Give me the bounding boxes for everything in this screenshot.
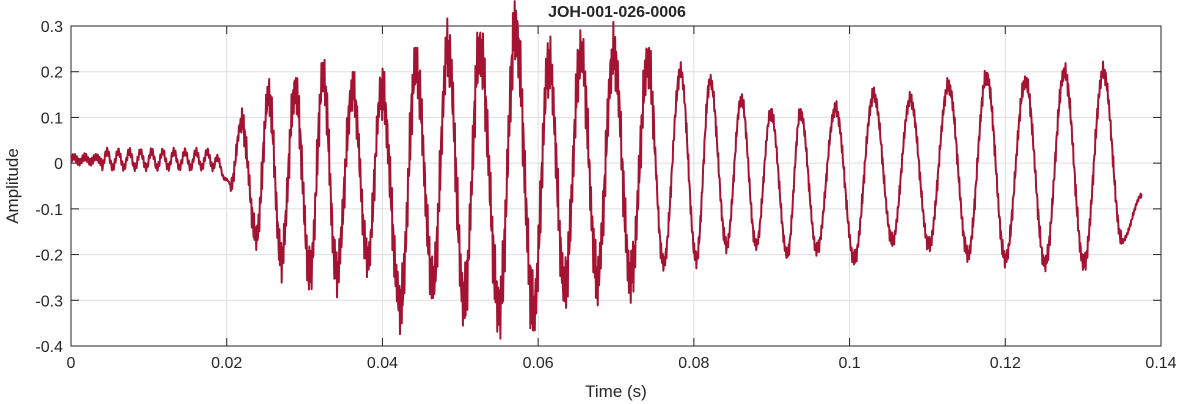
series-line <box>70 0 1143 340</box>
y-tick-label: -0.4 <box>35 339 63 356</box>
series-layer <box>70 0 1143 340</box>
y-tick-label: 0.2 <box>41 65 63 82</box>
y-tick-label: -0.2 <box>35 248 63 265</box>
y-tick-label: 0.3 <box>41 19 63 36</box>
x-tick-label: 0.1 <box>838 355 860 372</box>
y-axis-ticks: -0.4 -0.3 -0.2 -0.1 0 0.1 0.2 0.3 <box>35 19 1161 356</box>
x-tick-label: 0.08 <box>678 355 709 372</box>
x-tick-label: 0.04 <box>367 355 398 372</box>
x-axis-label: Time (s) <box>585 382 647 401</box>
x-tick-label: 0 <box>67 355 76 372</box>
x-tick-label: 0.02 <box>211 355 242 372</box>
y-tick-label: -0.3 <box>35 293 63 310</box>
y-tick-label: -0.1 <box>35 202 63 219</box>
chart-title: JOH-001-026-0006 <box>548 4 686 21</box>
x-tick-label: 0.14 <box>1145 355 1176 372</box>
plot-area-border <box>70 25 1162 347</box>
y-axis-label: Amplitude <box>3 148 22 224</box>
y-tick-label: 0 <box>54 156 63 173</box>
x-axis-ticks: 0 0.02 0.04 0.06 0.08 0.1 0.12 0.14 <box>67 26 1177 372</box>
x-tick-label: 0.12 <box>990 355 1021 372</box>
y-tick-label: 0.1 <box>41 110 63 127</box>
x-tick-label: 0.06 <box>523 355 554 372</box>
